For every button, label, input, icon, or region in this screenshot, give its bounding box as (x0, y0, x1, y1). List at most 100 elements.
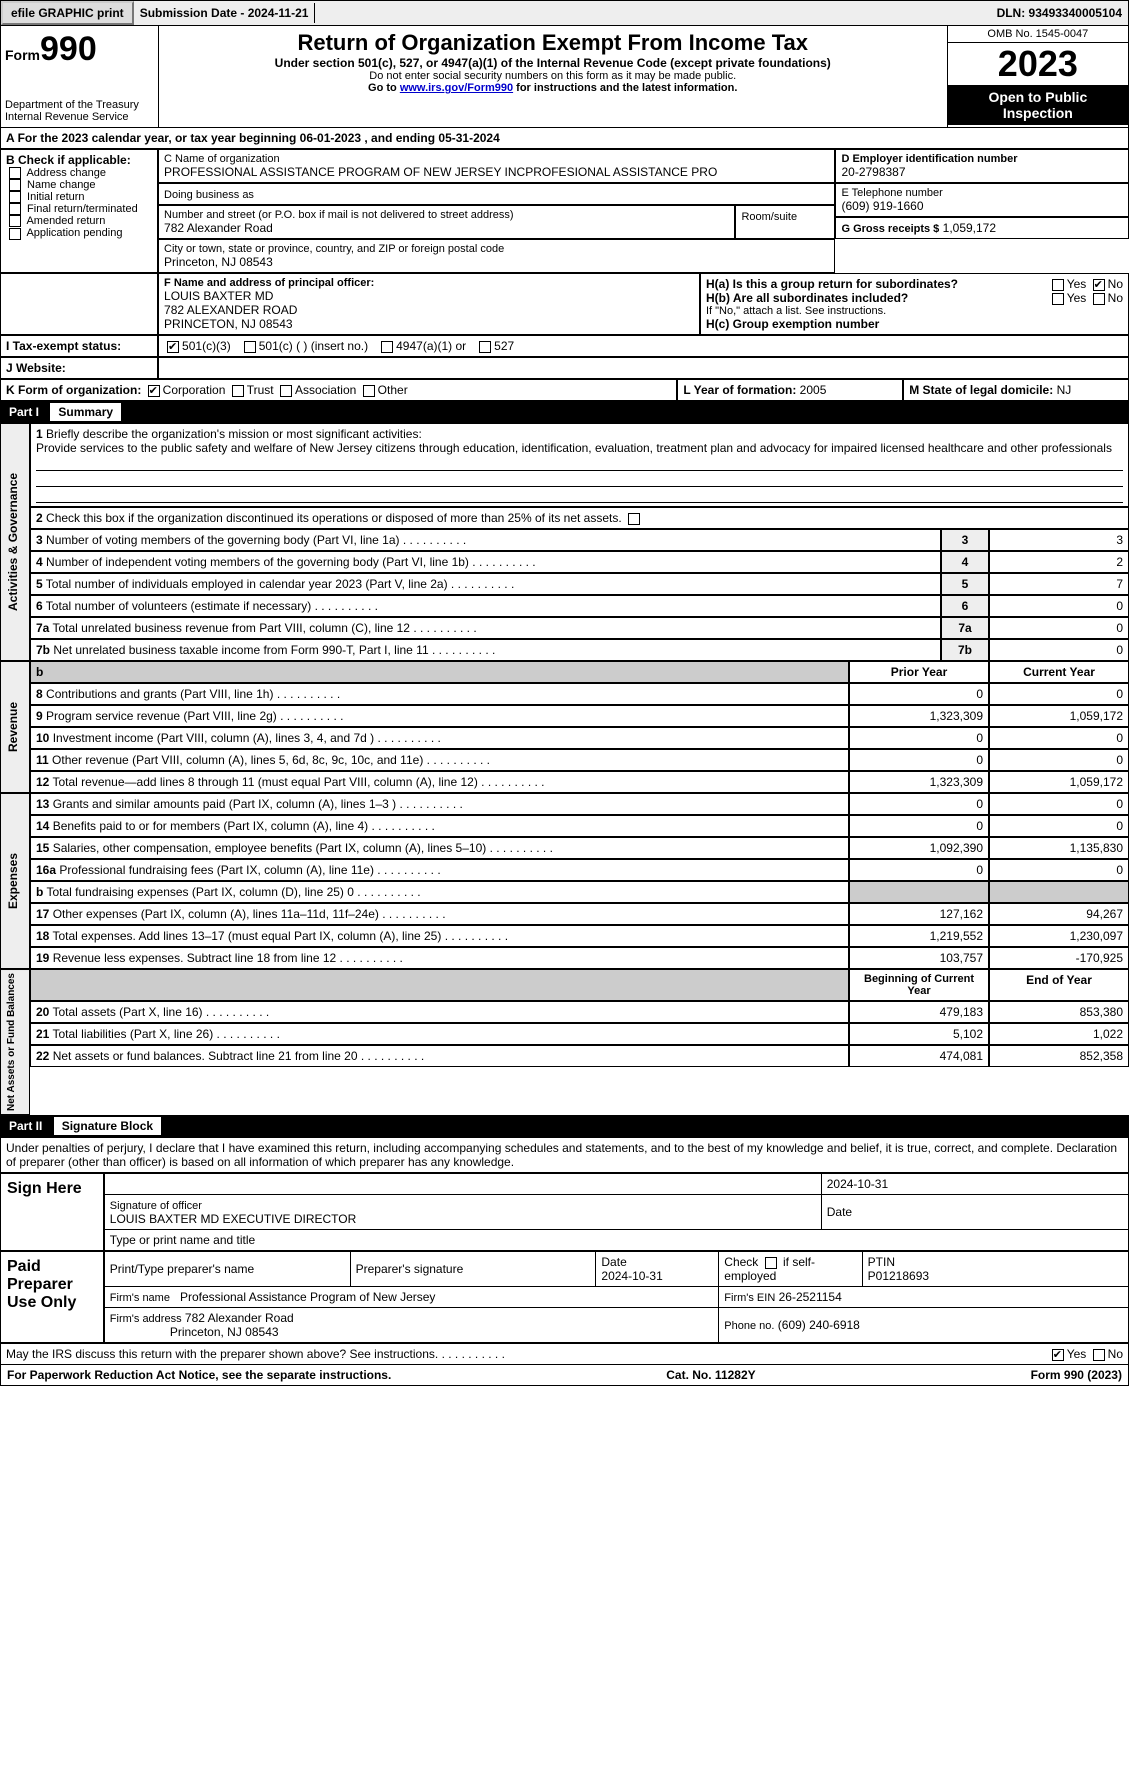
form-label: Form (5, 47, 40, 63)
i-opt2: 501(c) ( ) (insert no.) (259, 339, 368, 353)
irs-link[interactable]: www.irs.gov/Form990 (400, 82, 513, 94)
firm-ein: 26-2521154 (779, 1290, 842, 1304)
officer-name: LOUIS BAXTER MD (164, 289, 694, 303)
e-label: E Telephone number (841, 187, 1123, 199)
c-name-label: C Name of organization (164, 153, 829, 165)
b-option-checkbox[interactable] (9, 167, 21, 179)
trust-checkbox[interactable] (232, 385, 244, 397)
yes-label2: Yes (1067, 291, 1087, 305)
l-label: L Year of formation: (683, 383, 796, 397)
beg-year-hdr: Beginning of Current Year (849, 969, 989, 1001)
line-a: A For the 2023 calendar year, or tax yea… (0, 127, 1129, 149)
k-opt4: Other (378, 383, 408, 397)
room-label: Room/suite (741, 211, 797, 223)
i-opt4: 527 (494, 339, 514, 353)
line2-text: Check this box if the organization disco… (46, 511, 622, 525)
state-domicile: NJ (1057, 383, 1072, 397)
mission-label: Briefly describe the organization's miss… (46, 427, 422, 441)
firm-phone-label: Phone no. (724, 1320, 774, 1332)
discontinued-checkbox[interactable] (628, 513, 640, 525)
telephone: (609) 919-1660 (841, 199, 1123, 213)
prep-date-label: Date (601, 1255, 626, 1269)
year-formation: 2005 (800, 383, 827, 397)
footer-right: Form 990 (2023) (1031, 1368, 1122, 1382)
gross-receipts: 1,059,172 (943, 221, 996, 235)
form-subtitle: Under section 501(c), 527, or 4947(a)(1)… (163, 56, 943, 70)
b-option-checkbox[interactable] (9, 203, 21, 215)
j-label: Website: (16, 361, 66, 375)
form-header: Form990 Department of the Treasury Inter… (0, 26, 1129, 127)
efile-print-button[interactable]: efile GRAPHIC print (1, 1, 134, 25)
may-no-checkbox[interactable] (1093, 1349, 1105, 1361)
check-label: Check (724, 1255, 758, 1269)
prep-date: 2024-10-31 (601, 1269, 662, 1283)
dln: DLN: 93493340005104 (991, 3, 1128, 23)
k-opt2: Trust (247, 383, 274, 397)
b-option-checkbox[interactable] (9, 215, 21, 227)
type-label: Type or print name and title (104, 1230, 1128, 1251)
assoc-checkbox[interactable] (280, 385, 292, 397)
part2-label: Part II (9, 1119, 42, 1133)
open-public: Open to Public Inspection (948, 85, 1128, 125)
hb-label: H(b) Are all subordinates included? (706, 291, 908, 305)
hb-no-checkbox[interactable] (1093, 293, 1105, 305)
k-opt1: Corporation (163, 383, 226, 397)
revenue-vlabel: Revenue (0, 661, 30, 793)
sign-here-block: Sign Here 2024-10-31 Signature of office… (0, 1173, 1129, 1251)
footer-mid: Cat. No. 11282Y (666, 1368, 755, 1382)
b-option-checkbox[interactable] (9, 179, 21, 191)
org-name: PROFESSIONAL ASSISTANCE PROGRAM OF NEW J… (164, 165, 829, 179)
goto-post: for instructions and the latest informat… (513, 82, 737, 94)
ein: 20-2798387 (841, 165, 1123, 179)
city-label: City or town, state or province, country… (164, 243, 829, 255)
preparer-name-label: Print/Type preparer's name (104, 1252, 350, 1287)
paid-preparer-label: Paid Preparer Use Only (0, 1251, 104, 1343)
line-a-text: For the 2023 calendar year, or tax year … (18, 131, 500, 145)
end-year-hdr: End of Year (989, 969, 1129, 1001)
revenue-section: Revenue b Prior Year Current Year 8 Cont… (0, 661, 1129, 793)
ssn-warning: Do not enter social security numbers on … (163, 70, 943, 82)
expenses-vlabel: Expenses (0, 793, 30, 969)
firm-addr-label: Firm's address (110, 1313, 182, 1325)
501c-checkbox[interactable] (244, 341, 256, 353)
self-employed-checkbox[interactable] (765, 1257, 777, 1269)
part1-header: Part I Summary (0, 401, 1129, 423)
no-label: No (1108, 277, 1123, 291)
mission-text: Provide services to the public safety an… (36, 441, 1112, 455)
ag-vlabel: Activities & Governance (0, 423, 30, 661)
f-label: F Name and address of principal officer: (164, 277, 694, 289)
ha-no-checkbox[interactable] (1093, 279, 1105, 291)
b-option-checkbox[interactable] (9, 191, 21, 203)
b-label: B Check if applicable: (6, 153, 152, 167)
irs-label: Internal Revenue Service (5, 111, 154, 123)
4947-checkbox[interactable] (381, 341, 393, 353)
may-yes-checkbox[interactable] (1052, 1349, 1064, 1361)
no-label2: No (1108, 291, 1123, 305)
may-no: No (1108, 1347, 1123, 1361)
b-option-checkbox[interactable] (9, 228, 21, 240)
current-year-hdr: Current Year (989, 661, 1129, 683)
sign-date: 2024-10-31 (821, 1174, 1128, 1195)
section-fh: F Name and address of principal officer:… (0, 273, 1129, 335)
preparer-sig-label: Preparer's signature (350, 1252, 596, 1287)
527-checkbox[interactable] (479, 341, 491, 353)
hb-note: If "No," attach a list. See instructions… (706, 305, 1123, 317)
netassets-vlabel: Net Assets or Fund Balances (0, 969, 30, 1115)
sig-label: Signature of officer (110, 1200, 202, 1212)
firm-name-label: Firm's name (110, 1292, 170, 1304)
page-footer: For Paperwork Reduction Act Notice, see … (0, 1365, 1129, 1386)
i-opt1: 501(c)(3) (182, 339, 231, 353)
goto-pre: Go to (368, 82, 400, 94)
501c3-checkbox[interactable] (167, 341, 179, 353)
hb-yes-checkbox[interactable] (1052, 293, 1064, 305)
org-address: 782 Alexander Road (164, 221, 729, 235)
officer-addr2: PRINCETON, NJ 08543 (164, 317, 694, 331)
sign-here-label: Sign Here (0, 1173, 104, 1251)
section-bcd: B Check if applicable: Address change Na… (0, 149, 1129, 273)
other-checkbox[interactable] (363, 385, 375, 397)
date-label: Date (821, 1195, 1128, 1230)
corp-checkbox[interactable] (148, 385, 160, 397)
officer-addr1: 782 ALEXANDER ROAD (164, 303, 694, 317)
ha-yes-checkbox[interactable] (1052, 279, 1064, 291)
submission-date: Submission Date - 2024-11-21 (134, 3, 316, 23)
